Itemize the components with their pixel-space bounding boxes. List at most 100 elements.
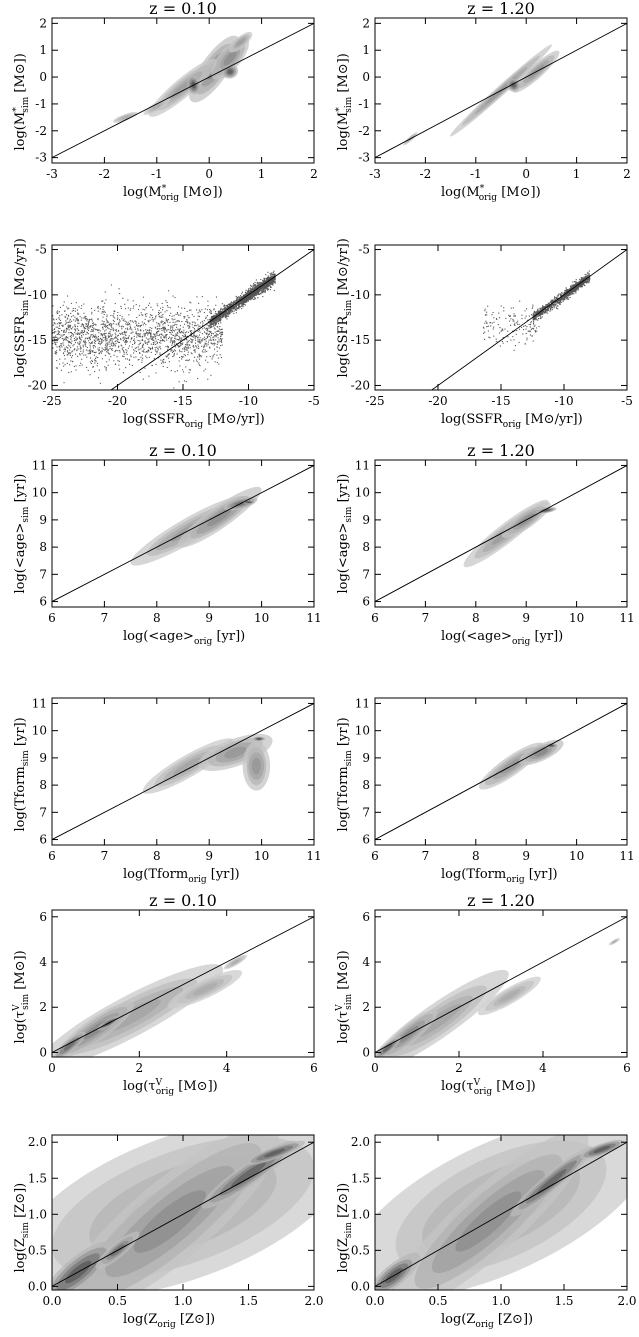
scatter-point bbox=[166, 345, 169, 347]
scatter-point bbox=[139, 335, 141, 337]
scatter-point bbox=[541, 316, 543, 318]
scatter-point bbox=[178, 345, 180, 347]
scatter-point bbox=[160, 317, 162, 319]
scatter-point bbox=[507, 330, 509, 332]
scatter-point bbox=[185, 380, 187, 383]
scatter-point bbox=[116, 338, 119, 340]
scatter-point bbox=[492, 311, 494, 314]
scatter-point bbox=[513, 320, 515, 322]
scatter-point bbox=[83, 330, 85, 332]
scatter-point bbox=[81, 358, 83, 360]
scatter-point bbox=[155, 350, 157, 352]
scatter-point bbox=[261, 283, 263, 285]
scatter-point bbox=[132, 307, 134, 309]
scatter-point bbox=[80, 339, 82, 341]
scatter-point bbox=[545, 311, 547, 313]
scatter-point bbox=[162, 324, 164, 326]
scatter-point bbox=[571, 294, 573, 296]
scatter-point bbox=[222, 308, 224, 310]
scatter-point bbox=[117, 341, 119, 343]
scatter-point bbox=[69, 352, 71, 354]
scatter-point bbox=[179, 365, 181, 367]
scatter-point bbox=[117, 330, 120, 332]
y-tick-label: -10 bbox=[28, 288, 47, 302]
scatter-point bbox=[78, 306, 80, 308]
scatter-point bbox=[503, 307, 505, 309]
scatter-point bbox=[54, 328, 56, 330]
scatter-point bbox=[92, 330, 94, 332]
scatter-point bbox=[140, 312, 142, 314]
scatter-point bbox=[129, 341, 131, 343]
scatter-point bbox=[269, 281, 271, 283]
scatter-point bbox=[98, 332, 100, 334]
scatter-point bbox=[238, 298, 241, 300]
scatter-point bbox=[187, 325, 189, 327]
scatter-point bbox=[271, 281, 273, 283]
scatter-point bbox=[97, 329, 99, 331]
scatter-point bbox=[85, 323, 87, 326]
scatter-point bbox=[72, 333, 74, 335]
scatter-point bbox=[186, 342, 188, 344]
scatter-point bbox=[575, 281, 577, 283]
scatter-point bbox=[117, 350, 119, 352]
scatter-point bbox=[198, 309, 200, 311]
scatter-point bbox=[200, 356, 202, 358]
scatter-point bbox=[100, 323, 102, 325]
scatter-point bbox=[178, 320, 180, 322]
scatter-point bbox=[519, 300, 521, 302]
x-axis-label-part: log(M bbox=[441, 185, 480, 200]
scatter-point bbox=[176, 324, 178, 326]
scatter-point bbox=[89, 353, 91, 355]
scatter-point bbox=[145, 332, 147, 335]
scatter-point bbox=[557, 294, 559, 296]
scatter-point bbox=[241, 304, 243, 306]
scatter-point bbox=[185, 338, 187, 340]
scatter-point bbox=[533, 325, 535, 327]
scatter-point bbox=[252, 283, 255, 285]
scatter-point bbox=[223, 316, 225, 318]
scatter-point bbox=[129, 328, 131, 330]
scatter-point bbox=[213, 308, 215, 310]
scatter-point bbox=[65, 346, 67, 348]
scatter-point bbox=[82, 334, 84, 336]
scatter-point bbox=[121, 328, 123, 330]
scatter-point bbox=[536, 315, 538, 317]
scatter-point bbox=[210, 325, 212, 327]
scatter-point bbox=[216, 321, 218, 323]
scatter-point bbox=[105, 338, 107, 340]
scatter-point bbox=[246, 299, 248, 301]
scatter-point bbox=[118, 364, 120, 366]
scatter-point bbox=[252, 288, 254, 291]
scatter-point bbox=[73, 349, 75, 351]
scatter-point bbox=[560, 295, 562, 297]
scatter-point bbox=[59, 349, 61, 351]
scatter-point bbox=[250, 295, 253, 297]
scatter-point bbox=[266, 280, 269, 282]
scatter-point bbox=[101, 300, 103, 302]
scatter-point bbox=[73, 337, 75, 340]
scatter-point bbox=[222, 314, 225, 317]
scatter-point bbox=[164, 311, 166, 313]
scatter-point bbox=[221, 331, 223, 333]
scatter-point bbox=[180, 330, 183, 332]
scatter-point bbox=[189, 344, 191, 346]
scatter-point bbox=[484, 322, 486, 324]
scatter-point bbox=[218, 315, 220, 317]
scatter-point bbox=[246, 292, 248, 294]
scatter-point bbox=[130, 320, 132, 322]
scatter-point bbox=[274, 274, 276, 276]
scatter-point bbox=[157, 325, 159, 327]
scatter-point bbox=[217, 323, 220, 325]
scatter-point bbox=[108, 323, 111, 325]
scatter-point bbox=[216, 343, 218, 345]
scatter-point bbox=[203, 331, 206, 333]
scatter-point bbox=[186, 344, 188, 346]
scatter-point bbox=[63, 348, 65, 350]
scatter-point bbox=[268, 284, 270, 286]
scatter-point bbox=[130, 326, 132, 329]
scatter-point bbox=[148, 346, 150, 349]
scatter-point bbox=[77, 325, 79, 327]
scatter-point bbox=[241, 291, 243, 293]
scatter-point bbox=[111, 340, 113, 342]
scatter-point bbox=[83, 327, 85, 329]
